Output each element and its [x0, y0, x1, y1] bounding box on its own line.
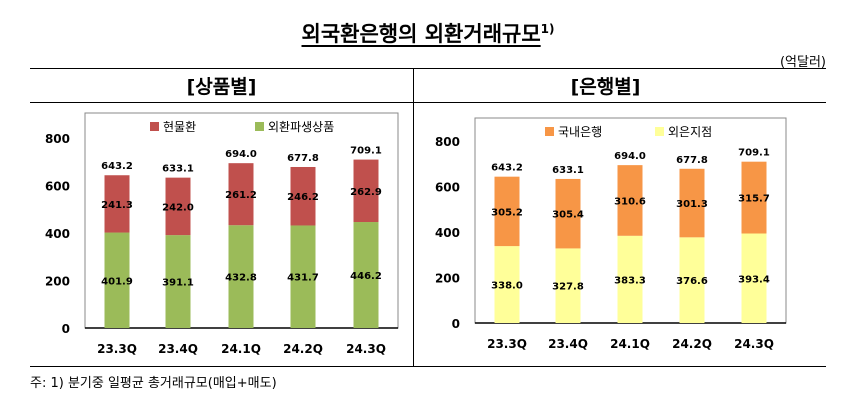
- x-tick-label: 24.1Q: [610, 337, 650, 351]
- bar-segment: [353, 159, 379, 223]
- y-tick-label: 400: [435, 226, 460, 240]
- bar-value-label: 376.6: [676, 276, 708, 287]
- bar-segment: [617, 165, 643, 236]
- bar-total-label: 633.1: [162, 164, 194, 175]
- y-tick-label: 400: [45, 227, 70, 241]
- y-tick-label: 0: [452, 317, 460, 331]
- column-divider: [413, 68, 414, 366]
- bar-value-label: 432.8: [225, 273, 257, 284]
- y-tick-label: 800: [45, 132, 70, 146]
- bar-value-label: 261.2: [225, 190, 257, 201]
- bar-total-label: 694.0: [614, 151, 646, 162]
- bar-total-label: 694.0: [225, 149, 257, 160]
- bar-value-label: 242.0: [162, 202, 194, 213]
- x-tick-label: 24.3Q: [734, 337, 774, 351]
- y-tick-label: 0: [62, 322, 70, 336]
- bar-total-label: 709.1: [350, 146, 382, 157]
- bar-value-label: 305.4: [552, 210, 584, 221]
- y-tick-label: 600: [435, 181, 460, 195]
- bar-value-label: 327.8: [552, 282, 584, 293]
- bar-segment: [165, 177, 191, 236]
- bar-segment: [741, 161, 767, 234]
- header-by-bank: [은행별]: [570, 76, 641, 98]
- bar-segment: [228, 225, 254, 328]
- x-tick-label: 23.3Q: [487, 337, 527, 351]
- bar-value-label: 310.6: [614, 196, 646, 207]
- x-tick-label: 24.1Q: [221, 342, 261, 356]
- page-title: 외국환은행의 외환거래규모1): [301, 22, 555, 46]
- bar-segment: [741, 233, 767, 323]
- header-line: [30, 102, 826, 103]
- bar-total-label: 633.1: [552, 165, 584, 176]
- bar-segment: [290, 166, 316, 226]
- bar-value-label: 431.7: [287, 273, 319, 284]
- y-tick-label: 600: [45, 180, 70, 194]
- bar-total-label: 677.8: [287, 153, 319, 164]
- x-tick-label: 24.2Q: [283, 342, 323, 356]
- bar-segment: [679, 237, 705, 323]
- footnote: 주: 1) 분기중 일평균 총거래규모(매입+매도): [30, 376, 277, 391]
- x-tick-label: 23.3Q: [97, 342, 137, 356]
- bar-value-label: 301.3: [676, 199, 708, 210]
- bar-value-label: 383.3: [614, 275, 646, 286]
- legend-label: 외은지점: [668, 125, 712, 139]
- bar-segment: [555, 178, 581, 249]
- legend-label: 현물환: [163, 120, 196, 134]
- bar-value-label: 315.7: [738, 194, 770, 205]
- bar-value-label: 391.1: [162, 278, 194, 289]
- legend-swatch: [150, 122, 159, 131]
- bar-total-label: 677.8: [676, 155, 708, 166]
- x-tick-label: 24.2Q: [672, 337, 712, 351]
- bar-segment: [104, 175, 130, 233]
- y-tick-label: 200: [435, 272, 460, 286]
- legend-swatch: [545, 127, 554, 136]
- bar-segment: [353, 222, 379, 328]
- bar-total-label: 643.2: [101, 161, 133, 172]
- bar-value-label: 262.9: [350, 187, 382, 198]
- legend-swatch: [255, 122, 264, 131]
- bar-segment: [494, 176, 520, 247]
- y-tick-label: 800: [435, 135, 460, 149]
- legend-swatch: [655, 127, 664, 136]
- bar-segment: [165, 235, 191, 328]
- bar-segment: [617, 235, 643, 323]
- table-top-line: [30, 68, 826, 69]
- bar-value-label: 241.3: [101, 200, 133, 211]
- table-bottom-line: [30, 366, 826, 367]
- bar-value-label: 446.2: [350, 271, 382, 282]
- bar-segment: [290, 225, 316, 328]
- bar-value-label: 401.9: [101, 276, 133, 287]
- bar-segment: [228, 163, 254, 226]
- legend-label: 국내은행: [558, 124, 602, 139]
- bar-value-label: 338.0: [491, 281, 523, 292]
- bar-total-label: 709.1: [738, 148, 770, 159]
- bar-total-label: 643.2: [491, 163, 523, 174]
- y-tick-label: 200: [45, 275, 70, 289]
- bar-value-label: 393.4: [738, 274, 770, 285]
- bar-value-label: 246.2: [287, 192, 319, 203]
- bar-segment: [679, 168, 705, 238]
- x-tick-label: 24.3Q: [346, 342, 386, 356]
- bar-value-label: 305.2: [491, 207, 523, 218]
- header-by-product: [상품별]: [186, 76, 257, 98]
- bar-segment: [494, 246, 520, 323]
- legend-label: 외환파생상품: [268, 120, 334, 134]
- x-tick-label: 23.4Q: [158, 342, 198, 356]
- bar-segment: [104, 232, 130, 328]
- x-tick-label: 23.4Q: [548, 337, 588, 351]
- unit-label: (억달러): [779, 55, 826, 70]
- footnote-ref: 1): [540, 22, 555, 36]
- bar-segment: [555, 248, 581, 323]
